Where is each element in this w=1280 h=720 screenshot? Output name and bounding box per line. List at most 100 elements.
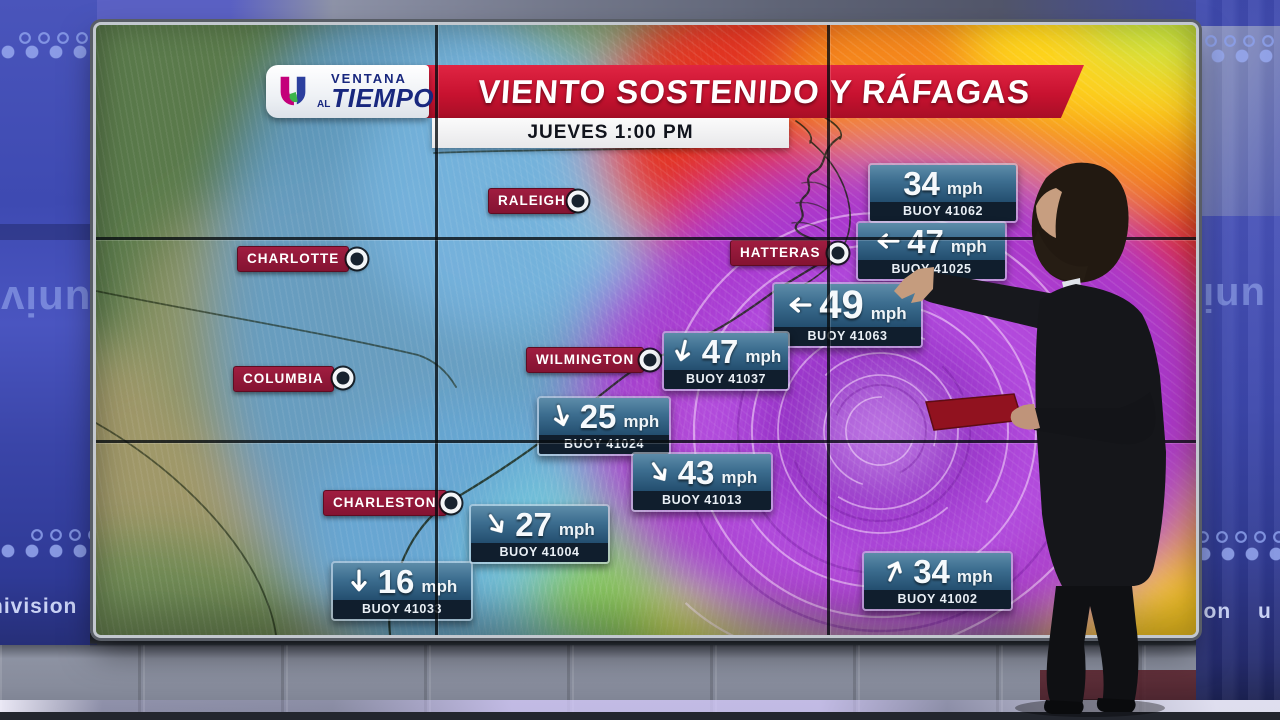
studio-wall-left: univ nivision	[0, 0, 97, 720]
wind-direction-arrow-icon	[651, 462, 667, 481]
buoy-callout-41002: 34 mph BUOY 41002	[862, 551, 1013, 611]
buoy-callout-41013: 43 mph BUOY 41013	[631, 452, 773, 512]
wind-direction-arrow-icon	[877, 233, 900, 249]
wind-speed-row: 43 mph	[633, 454, 771, 491]
univision-wordmark-left: nivision	[0, 595, 78, 618]
wind-speed-value: 25	[579, 397, 617, 435]
city-label-columbia: COLUMBIA	[233, 366, 334, 392]
city-label-charleston: CHARLESTON	[323, 490, 447, 516]
wind-direction-arrow-icon	[789, 297, 812, 313]
city-marker-hatteras	[827, 242, 849, 264]
buoy-callout-41024: 25 mph BUOY 41024	[537, 396, 671, 456]
wind-direction-arrow-icon	[351, 569, 367, 592]
wind-speed-value: 47	[701, 332, 739, 370]
wind-speed-unit: mph	[956, 567, 993, 586]
wind-speed-value: 34	[913, 552, 950, 590]
forecast-time-strip: JUEVES 1:00 PM	[432, 118, 789, 148]
wind-speed-unit: mph	[558, 520, 595, 539]
buoy-id-label: BUOY 41037	[664, 370, 788, 389]
dot-pattern-icon	[0, 543, 97, 560]
univision-mirrored-text: univ	[0, 280, 91, 324]
city-marker-charlotte	[346, 248, 368, 270]
weather-videowall: VENTANA AL TIEMPO VIENTO SOSTENIDO Y RÁF…	[96, 25, 1196, 635]
state-border-nc-sc	[96, 290, 457, 388]
studio-wall-right: uni sion u	[1184, 0, 1280, 700]
wind-speed-unit: mph	[950, 237, 987, 256]
buoy-id-label: BUOY 41002	[864, 590, 1011, 609]
city-label-raleigh: RALEIGH	[488, 188, 576, 214]
ventana-al-tiempo-logo: VENTANA AL TIEMPO	[266, 65, 434, 118]
wind-speed-unit: mph	[721, 468, 758, 487]
logo-word-al: AL	[317, 99, 331, 110]
city-marker-charleston	[440, 492, 462, 514]
city-marker-raleigh	[567, 190, 589, 212]
univision-mirrored-text: uni	[1202, 276, 1265, 318]
floor-light-glow	[0, 700, 1280, 714]
buoy-id-label: BUOY 41033	[333, 600, 471, 619]
wind-speed-row: 16 mph	[333, 563, 471, 600]
dot-pattern-icon	[1196, 546, 1280, 563]
logo-text: VENTANA AL TIEMPO	[317, 72, 434, 111]
buoy-callout-41004: 27 mph BUOY 41004	[469, 504, 610, 564]
wind-speed-unit: mph	[745, 347, 782, 366]
wind-direction-arrow-icon	[489, 514, 504, 533]
buoy-id-label: BUOY 41063	[774, 327, 921, 346]
wall-cylinder-shading	[1196, 0, 1280, 700]
wind-speed-row: 34 mph	[864, 553, 1011, 590]
videowall-base-bezel	[90, 633, 1200, 647]
videowall-seam-horizontal	[96, 237, 1196, 240]
wind-direction-arrow-icon	[674, 339, 690, 362]
wind-direction-arrow-icon	[887, 561, 902, 582]
buoy-callout-41037: 47 mph BUOY 41037	[662, 331, 790, 391]
wall-panel-band	[0, 224, 97, 240]
headline-banner: VIENTO SOSTENIDO Y RÁFAGAS	[424, 65, 1084, 118]
buoy-id-label: BUOY 41004	[471, 543, 608, 562]
dot-pattern-icon	[18, 31, 97, 45]
univision-logo-icon	[280, 76, 306, 105]
univision-mirrored-wordmark: uni	[1202, 276, 1280, 318]
headline-title: VIENTO SOSTENIDO Y RÁFAGAS	[476, 72, 1032, 110]
wind-direction-arrow-icon	[553, 404, 569, 427]
buoy-id-label: BUOY 41013	[633, 491, 771, 510]
wind-speed-row: 27 mph	[471, 506, 608, 543]
wind-speed-row: 49 mph	[774, 284, 921, 327]
univision-mirrored-wordmark: univ	[0, 280, 97, 324]
wind-speed-unit: mph	[421, 577, 458, 596]
buoy-callout-41063: 49 mph BUOY 41063	[772, 282, 923, 348]
state-border-sc-ga	[96, 422, 277, 635]
wind-speed-unit: mph	[870, 304, 907, 323]
city-label-charlotte: CHARLOTTE	[237, 246, 350, 272]
floor-edge	[0, 712, 1280, 720]
buoy-id-label: BUOY 41025	[858, 260, 1005, 279]
wind-speed-value: 34	[903, 164, 940, 202]
dot-pattern-icon	[1196, 530, 1280, 544]
videowall-seam-vertical	[435, 25, 438, 635]
logo-word-tiempo: TIEMPO	[331, 83, 435, 113]
wind-speed-value: 27	[515, 505, 552, 543]
wind-speed-value: 43	[677, 453, 715, 491]
wind-speed-value: 47	[907, 222, 944, 260]
wind-speed-row: 47 mph	[664, 333, 788, 370]
buoy-id-label: BUOY 41062	[870, 202, 1016, 221]
city-label-wilmington: WILMINGTON	[526, 347, 645, 373]
buoy-callout-41025: 47 mph BUOY 41025	[856, 221, 1007, 281]
city-marker-wilmington	[639, 349, 661, 371]
city-marker-columbia	[332, 367, 354, 389]
wind-speed-unit: mph	[946, 179, 983, 198]
buoy-callout-41062: 34 mph BUOY 41062	[868, 163, 1018, 223]
videowall-seam-horizontal	[96, 440, 1196, 443]
univision-wordmark-edge-letter: u	[1258, 600, 1272, 623]
forecast-timestamp: JUEVES 1:00 PM	[527, 122, 694, 143]
wind-speed-unit: mph	[623, 412, 660, 431]
buoy-callout-41033: 16 mph BUOY 41033	[331, 561, 473, 621]
wind-speed-value: 49	[819, 283, 864, 327]
dot-pattern-icon	[0, 44, 97, 61]
city-label-hatteras: HATTERAS	[730, 240, 831, 266]
dot-pattern-icon	[1204, 34, 1274, 48]
videowall-seam-vertical	[827, 25, 830, 635]
logo-line-ventana: VENTANA	[331, 71, 407, 86]
wind-speed-value: 16	[377, 562, 415, 600]
dot-pattern-icon	[1210, 48, 1276, 65]
wind-speed-row: 34 mph	[870, 165, 1016, 202]
